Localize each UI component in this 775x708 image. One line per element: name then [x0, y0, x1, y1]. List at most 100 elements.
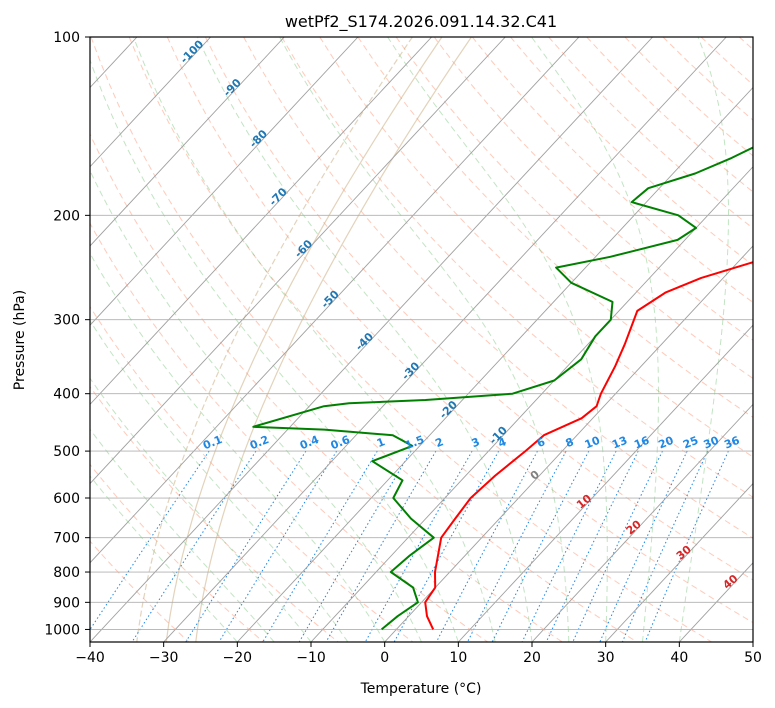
isotherm-line — [237, 86, 753, 642]
moist-adiabat-line — [90, 475, 238, 642]
y-tick-label: 200 — [53, 208, 80, 224]
temperature-profile-line — [424, 261, 753, 630]
moist-adiabat-line — [678, 37, 729, 642]
dry-adiabat-line — [281, 37, 753, 498]
mixing-ratio-label: 25 — [681, 434, 700, 452]
y-tick-label: 300 — [53, 313, 80, 329]
mixing-ratio-line — [521, 450, 617, 642]
y-tick-label: 900 — [53, 595, 80, 611]
isotherm-line — [90, 37, 432, 406]
dry-adiabat-line — [204, 37, 753, 581]
isotherm-label: -100 — [178, 37, 207, 66]
mixing-ratio-label: 8 — [564, 435, 576, 450]
mixing-ratio-label: 1 — [375, 435, 387, 450]
mixing-ratio-line — [599, 450, 688, 642]
isotherm-label: -90 — [221, 76, 244, 99]
isotherm-line — [90, 37, 359, 326]
mixing-ratio-label: 36 — [722, 434, 741, 452]
mixing-ratio-label: 13 — [610, 434, 629, 452]
moist-adiabat-line — [197, 37, 533, 642]
isotherm-line — [90, 37, 580, 564]
mixing-ratio-line — [90, 450, 210, 631]
x-tick-label: 10 — [449, 650, 467, 666]
mixing-ratio-line — [545, 450, 639, 642]
dry-adiabat-line — [90, 305, 414, 642]
moist-adiabat-line — [90, 169, 422, 642]
isotherm-line — [752, 641, 753, 642]
x-tick-label: −20 — [223, 650, 253, 666]
moist-adiabat-line — [279, 37, 570, 642]
x-tick-label: −10 — [296, 650, 326, 666]
y-tick-label: 700 — [53, 531, 80, 547]
dry-adiabat-line — [510, 37, 753, 266]
x-tick-label: −40 — [75, 650, 105, 666]
plot-frame — [89, 36, 754, 643]
dry-adiabat-line — [90, 222, 488, 642]
mixing-ratio-label: 10 — [583, 434, 602, 452]
mixing-ratio-line — [325, 450, 437, 642]
reference-curve — [165, 37, 443, 642]
moist-adiabat-line — [90, 377, 312, 642]
x-tick-label: 30 — [597, 650, 615, 666]
dry-adiabat-line — [128, 37, 712, 642]
reference-curve — [195, 37, 472, 642]
dry-adiabat-line — [319, 37, 753, 458]
isotherm-line — [90, 37, 653, 642]
isotherm-label: -70 — [266, 185, 289, 208]
mixing-ratio-line — [491, 450, 590, 642]
dry-adiabat-line — [90, 540, 190, 642]
dry-adiabat-label: 40 — [720, 572, 740, 592]
x-tick-label: −30 — [149, 650, 179, 666]
y-tick-label: 100 — [53, 30, 80, 46]
mixing-ratio-label: 0.2 — [248, 433, 271, 452]
mixing-ratio-label: 2 — [433, 435, 445, 450]
mixing-ratio-line — [435, 450, 538, 642]
mixing-ratio-line — [262, 450, 378, 642]
x-tick-label: 0 — [380, 650, 389, 666]
mixing-ratio-label: 20 — [656, 434, 675, 452]
moist-adiabat-line — [133, 37, 496, 642]
moist-adiabat-line — [90, 58, 459, 642]
isotherm-line — [679, 562, 753, 642]
dry-adiabat-line — [90, 463, 264, 642]
y-axis-label: Pressure (hPa) — [12, 290, 28, 390]
mixing-ratio-label: 30 — [702, 434, 721, 452]
isotherm-label: -80 — [247, 127, 270, 150]
isotherm-line — [384, 245, 753, 642]
isotherm-line — [531, 403, 753, 642]
mixing-ratio-line — [393, 450, 500, 642]
dry-adiabat-line — [433, 37, 753, 341]
chart-title: wetPf2_S174.2026.091.14.32.C41 — [285, 12, 557, 32]
dry-adiabat-line — [90, 37, 638, 642]
x-tick-label: 50 — [744, 650, 762, 666]
y-tick-label: 1000 — [44, 622, 80, 638]
mixing-ratio-label: 3 — [470, 435, 482, 450]
dry-adiabat-line — [471, 37, 753, 304]
dry-adiabat-line — [548, 37, 753, 229]
isotherm-label: -60 — [292, 237, 315, 260]
dry-adiabat-line — [90, 385, 339, 642]
isotherm-label: -20 — [437, 398, 460, 421]
isotherm-line — [90, 37, 506, 485]
dewpoint-profile-line — [252, 146, 753, 631]
dry-adiabat-line — [243, 37, 753, 539]
y-tick-label: 500 — [53, 444, 80, 460]
mixing-ratio-line — [218, 450, 338, 642]
moist-adiabat-line — [90, 319, 349, 642]
isotherm-line — [605, 482, 753, 642]
dry-adiabat-line — [395, 37, 753, 380]
y-tick-label: 600 — [53, 491, 80, 507]
y-tick-label: 800 — [53, 565, 80, 581]
dry-adiabat-line — [700, 37, 753, 86]
isotherm-line — [163, 37, 727, 642]
isotherm-line — [90, 37, 285, 247]
mixing-ratio-line — [298, 450, 412, 642]
mixing-ratio-line — [572, 450, 663, 642]
dry-adiabat-label: 20 — [624, 517, 644, 537]
mixing-ratio-label: 0.4 — [298, 433, 321, 452]
dry-adiabat-line — [90, 132, 563, 642]
moist-adiabat-line — [531, 37, 659, 642]
mixing-ratio-label: 1.5 — [403, 433, 426, 452]
mixing-ratio-label: 6 — [535, 435, 547, 450]
